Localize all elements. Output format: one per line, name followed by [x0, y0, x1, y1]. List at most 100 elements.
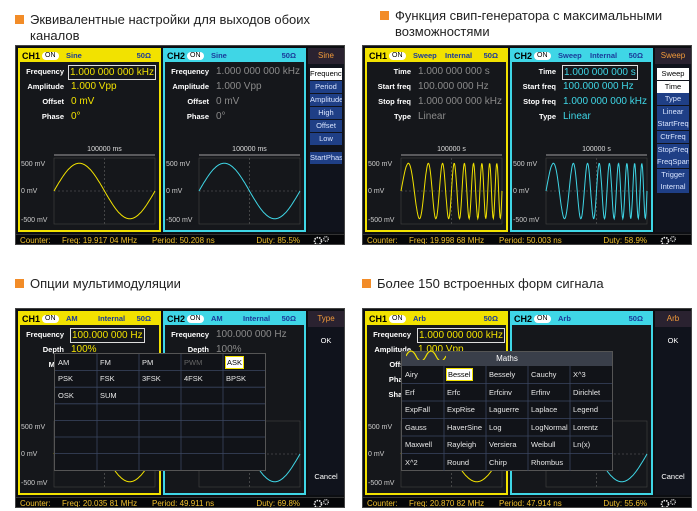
param-value: 100.000 000 Hz	[70, 328, 145, 343]
popup-item: Erfinv	[531, 387, 551, 397]
param-label: Depth	[187, 345, 209, 354]
menu-item: Cancel	[661, 472, 685, 481]
gear	[670, 236, 676, 242]
menu-item: Internal	[657, 181, 689, 194]
menu: Type OK Cancel	[308, 311, 344, 495]
gear	[313, 236, 323, 244]
header-item: AM	[66, 314, 78, 323]
param-value: 1.000 000 000 kHz	[418, 96, 502, 107]
param-value: 0 mV	[71, 96, 95, 107]
popup-item: Dirichlet	[573, 387, 601, 397]
header-item: Arb	[558, 314, 571, 323]
popup-item: PSK	[58, 374, 74, 384]
menu-title: Arb	[655, 311, 691, 327]
level-label: -500 mV	[513, 217, 540, 224]
on-pill: ON	[42, 315, 59, 323]
menu-item: OK	[320, 336, 332, 345]
param-value: 0°	[71, 111, 81, 122]
menu-item: Low	[310, 133, 342, 145]
icon-wave	[406, 350, 446, 360]
channel-header: CH2 ON Sine 50Ω	[165, 50, 304, 62]
popup-item: Cauchy	[531, 370, 557, 380]
level-label: 500 mV	[166, 161, 191, 168]
channel-tag: CH2	[167, 314, 186, 324]
status-label: Counter:	[367, 499, 398, 508]
popup-item: Rhombus	[531, 457, 564, 467]
status-duty: Duty: 55.6%	[603, 499, 647, 508]
param-value: 1.000 000 000 kHz	[417, 328, 505, 343]
heading: Эквивалентные настройки для выходов обои…	[30, 12, 311, 43]
header-item: 50Ω	[281, 51, 296, 60]
param-value: 1.000 000 000 kHz	[68, 65, 156, 80]
header-item: 50Ω	[628, 51, 643, 60]
header-item: Sweep	[558, 51, 582, 60]
bullet	[15, 279, 24, 288]
header-item: Internal	[445, 51, 473, 60]
popup-item: Airy	[405, 370, 418, 380]
status-bar: Counter: Freq: 20.035 81 MHz Period: 49.91…	[16, 497, 344, 508]
level-label: 500 mV	[368, 161, 393, 168]
settings-icon	[313, 236, 329, 244]
header-item: AM	[211, 314, 223, 323]
channel-tag: CH2	[167, 51, 186, 61]
header-item: Arb	[413, 314, 426, 323]
param-label: Amplitude	[172, 82, 209, 91]
menu-item: Cancel	[314, 472, 338, 481]
header-item: Sweep	[413, 51, 437, 60]
status-bar: Counter: Freq: 19.917 04 MHz Period: 50.20…	[16, 234, 344, 245]
popup-item: Versiera	[489, 440, 517, 450]
popup-grid	[55, 354, 265, 471]
level-label: -500 mV	[368, 480, 395, 487]
channel-header: CH1 ON Arb 50Ω	[367, 313, 506, 325]
header-item: 50Ω	[281, 314, 296, 323]
status-freq: Freq: 19.998 68 MHz	[409, 236, 485, 245]
header-item: Internal	[98, 314, 126, 323]
on-pill: ON	[389, 315, 406, 323]
status-label: Counter:	[20, 499, 51, 508]
wave-area	[545, 154, 648, 225]
settings-icon	[313, 499, 329, 507]
menu-item: Period	[310, 81, 342, 93]
popup-item: Lorentz	[573, 422, 599, 432]
popup-item: Laguerre	[489, 405, 520, 415]
popup-item: OSK	[58, 391, 74, 400]
param-value: 1.000 000 000 s	[562, 65, 638, 80]
heading: Функция свип-генератора с максимальными …	[395, 8, 663, 39]
menu-item: Frequency	[310, 68, 342, 80]
gear	[670, 499, 676, 505]
popup-item: Round	[447, 457, 470, 467]
channel-header: CH1 ON AM Internal 50Ω	[20, 313, 159, 325]
level-label: 0 mV	[513, 188, 530, 195]
level-label: 0 mV	[166, 188, 183, 195]
status-freq: Freq: 20.035 81 MHz	[62, 499, 138, 508]
param-label: Frequency	[26, 330, 64, 339]
popup-item: Log	[489, 422, 502, 432]
param-label: Offset	[367, 359, 411, 370]
status-period: Period: 50.208 ns	[152, 236, 215, 245]
waveform	[198, 162, 301, 220]
header-item: Sine	[211, 51, 227, 60]
gear	[660, 499, 670, 507]
menu-title: Type	[308, 311, 344, 327]
gear	[313, 499, 323, 507]
header-item: Internal	[590, 51, 618, 60]
channel-header: CH2 ON AM Internal 50Ω	[165, 313, 304, 325]
level-label: -500 mV	[368, 217, 395, 224]
level-label: 500 mV	[368, 424, 393, 431]
wave-area	[400, 154, 503, 225]
menu-item: Time	[657, 80, 689, 93]
menu-item: Trigger	[657, 168, 689, 181]
popup-item: ASK	[224, 355, 245, 369]
channel-tag: CH1	[22, 314, 41, 324]
param-value: 100.000 000 Hz	[563, 81, 634, 92]
channel-header: CH1 ON Sine 50Ω	[20, 50, 159, 62]
screen: CH1 ON AM Internal 50Ω Frequency 100.000 000 H…	[15, 308, 345, 508]
popup-item: Erfc	[447, 387, 461, 397]
on-pill: ON	[534, 52, 551, 60]
param-label: Start freq	[377, 82, 411, 91]
popup-item: ExpRise	[447, 405, 475, 415]
param-value: Linear	[418, 111, 446, 122]
status-label: Counter:	[20, 236, 51, 245]
param-label: Frequency	[171, 67, 209, 76]
